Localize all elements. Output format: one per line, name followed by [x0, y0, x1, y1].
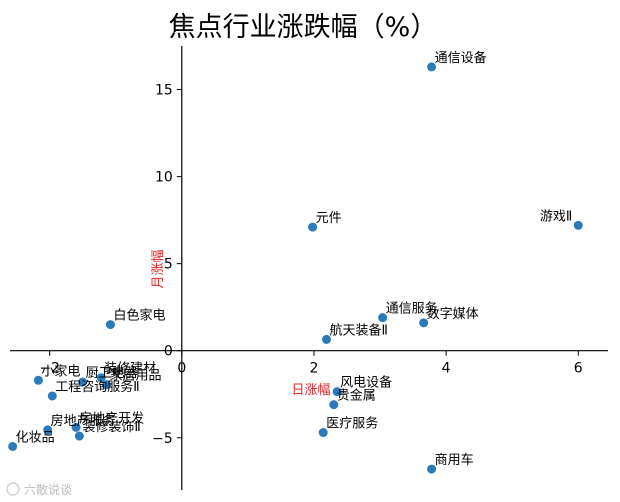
watermark: 六散说谈 [6, 482, 72, 497]
y-tick-label: −5 [152, 431, 173, 447]
data-point [101, 380, 111, 390]
data-point-label: 商用车 [435, 452, 474, 468]
data-point [427, 62, 437, 72]
data-point-label: 通信设备 [435, 50, 487, 66]
data-point-label: 装修建材 [104, 362, 156, 377]
axes [10, 46, 608, 490]
y-ticks: −5 0 5 10 15 [152, 83, 182, 447]
data-point-label: 房地产开发 [79, 410, 144, 426]
y-tick-label: 10 [155, 170, 173, 186]
data-point-label: 游戏Ⅱ [540, 209, 572, 224]
watermark-text: 六散说谈 [24, 482, 72, 497]
y-tick-label: 15 [155, 83, 173, 99]
data-point [96, 373, 106, 383]
data-point [573, 220, 583, 230]
data-point [427, 464, 437, 474]
x-tick-label: 0 [177, 361, 186, 377]
data-point-label: 化妆品 [16, 430, 55, 445]
data-point-label: 风电设备 [340, 375, 392, 391]
x-ticks: −2 0 2 4 6 [39, 350, 583, 377]
data-point [308, 222, 318, 232]
y-tick-label: 5 [164, 257, 173, 273]
x-axis-title: 日涨幅 [291, 383, 330, 398]
data-point-label: 白色家电 [113, 308, 165, 324]
data-point [378, 313, 388, 323]
y-tick-label: 0 [164, 344, 173, 360]
data-point [322, 334, 332, 344]
data-point-label: 房地产服务 [51, 413, 116, 429]
x-tick-label: 4 [442, 361, 451, 377]
data-point-label: 贵金属 [337, 388, 376, 404]
x-tick-label: −2 [39, 361, 60, 377]
data-point [329, 400, 339, 410]
data-point-label: 元件 [316, 211, 342, 226]
data-point [74, 431, 84, 441]
data-point [33, 375, 43, 385]
data-point-label: 通信服务 [386, 301, 438, 317]
x-tick-label: 2 [309, 361, 318, 377]
data-point [78, 377, 88, 387]
data-point-label: 工程咨询服务Ⅱ [55, 379, 139, 395]
data-point-label: 小家电 [41, 363, 80, 379]
data-point-label: 装修装饰Ⅱ [82, 420, 140, 435]
data-point [47, 391, 57, 401]
data-point [419, 318, 429, 328]
data-point [332, 387, 342, 397]
x-tick-label: 6 [574, 361, 583, 377]
chart-title: 焦点行业涨跌幅（%） [169, 12, 438, 43]
data-point-label: 医疗服务 [326, 416, 378, 432]
data-point [43, 425, 53, 435]
data-point-label: 航天装备Ⅱ [330, 322, 388, 338]
data-point-label: 家居用品 [109, 368, 161, 384]
y-axis-title: 月涨幅 [151, 249, 166, 288]
data-point [71, 422, 81, 432]
data-point [8, 441, 18, 451]
data-point [105, 320, 115, 330]
data-points [8, 62, 583, 474]
data-point-label: 厨卫电器 [86, 366, 138, 381]
data-point-label: 数字媒体 [427, 307, 479, 322]
watermark-logo [6, 482, 20, 496]
data-point [318, 428, 328, 438]
